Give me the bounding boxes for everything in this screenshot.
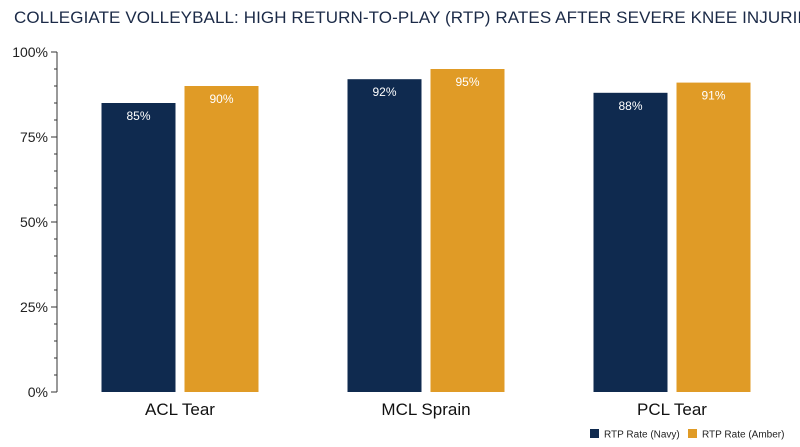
- y-tick-label: 0%: [28, 384, 48, 400]
- y-axis: 0% 25% 50% 75% 100%: [12, 44, 58, 400]
- bar-value-label: 92%: [372, 85, 396, 99]
- y-tick-label: 100%: [12, 44, 48, 60]
- bar-value-label: 90%: [209, 92, 233, 106]
- legend-swatch: [688, 429, 697, 438]
- category-labels: ACL Tear MCL Sprain PCL Tear: [145, 400, 707, 419]
- chart-title: COLLEGIATE VOLLEYBALL: HIGH RETURN-TO-PL…: [14, 8, 800, 27]
- category-label: PCL Tear: [637, 400, 707, 419]
- bar: [676, 82, 751, 392]
- bar-value-label: 91%: [701, 89, 725, 103]
- bar-value-label: 88%: [618, 99, 642, 113]
- category-label: ACL Tear: [145, 400, 215, 419]
- y-tick-label: 75%: [20, 129, 48, 145]
- bars: 85% 90% 92% 95% 88% 91%: [101, 69, 751, 393]
- legend-label: RTP Rate (Navy): [604, 430, 680, 441]
- y-tick-label: 25%: [20, 299, 48, 315]
- legend: RTP Rate (Navy) RTP Rate (Amber): [590, 429, 784, 441]
- bar: [347, 79, 422, 392]
- bar: [593, 92, 668, 393]
- category-label: MCL Sprain: [381, 400, 470, 419]
- bar: [101, 103, 176, 392]
- bar-value-label: 85%: [126, 109, 150, 123]
- legend-label: RTP Rate (Amber): [702, 430, 784, 441]
- bar-value-label: 95%: [455, 75, 479, 89]
- bar: [184, 86, 259, 392]
- bar: [430, 69, 505, 392]
- y-tick-label: 50%: [20, 214, 48, 230]
- legend-swatch: [590, 429, 599, 438]
